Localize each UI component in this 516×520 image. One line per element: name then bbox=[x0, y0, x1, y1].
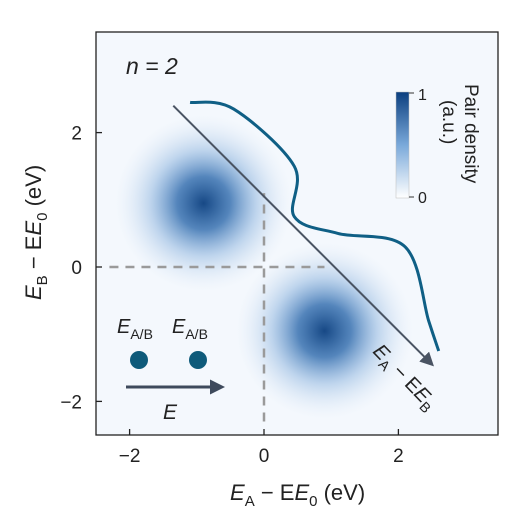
y-axis-label: EB − EE0 (eV) bbox=[21, 165, 51, 300]
potential-curve bbox=[189, 100, 441, 352]
particle-label-left: EA/B bbox=[117, 316, 153, 342]
tick-layer: −2 0 2 −2 0 2 bbox=[60, 124, 403, 467]
inset: EA/B EA/B E bbox=[117, 316, 225, 424]
x-tick-label: 2 bbox=[393, 446, 404, 467]
y-tick-label: 2 bbox=[71, 124, 82, 145]
particle-dot-right bbox=[189, 351, 207, 369]
colorbar: 1 0 Pair density (a.u.) bbox=[395, 84, 481, 207]
heatmap-layer bbox=[114, 114, 414, 420]
y-tick-label: −2 bbox=[60, 392, 82, 413]
x-tick-label: 0 bbox=[259, 446, 270, 467]
diagonal-arrow bbox=[172, 105, 434, 367]
crosshair-lines bbox=[109, 193, 325, 422]
x-tick-label: −2 bbox=[119, 446, 141, 467]
field-label: E bbox=[163, 401, 178, 424]
plot-frame bbox=[95, 31, 499, 436]
colorbar-unit: (a.u.) bbox=[438, 100, 459, 144]
colorbar-max-label: 1 bbox=[418, 87, 427, 104]
colorbar-title: Pair density bbox=[460, 84, 481, 184]
y-tick-label: 0 bbox=[71, 258, 82, 279]
particle-label-right: EA/B bbox=[172, 316, 208, 342]
density-blob-2 bbox=[235, 242, 414, 420]
colorbar-min-label: 0 bbox=[418, 190, 427, 207]
n-annotation: n = 2 bbox=[126, 53, 178, 79]
particle-dot-left bbox=[130, 351, 148, 369]
x-axis-label: EA − EE0 (eV) bbox=[230, 480, 365, 510]
colorbar-gradient bbox=[395, 91, 410, 199]
density-blob-1 bbox=[114, 114, 293, 292]
